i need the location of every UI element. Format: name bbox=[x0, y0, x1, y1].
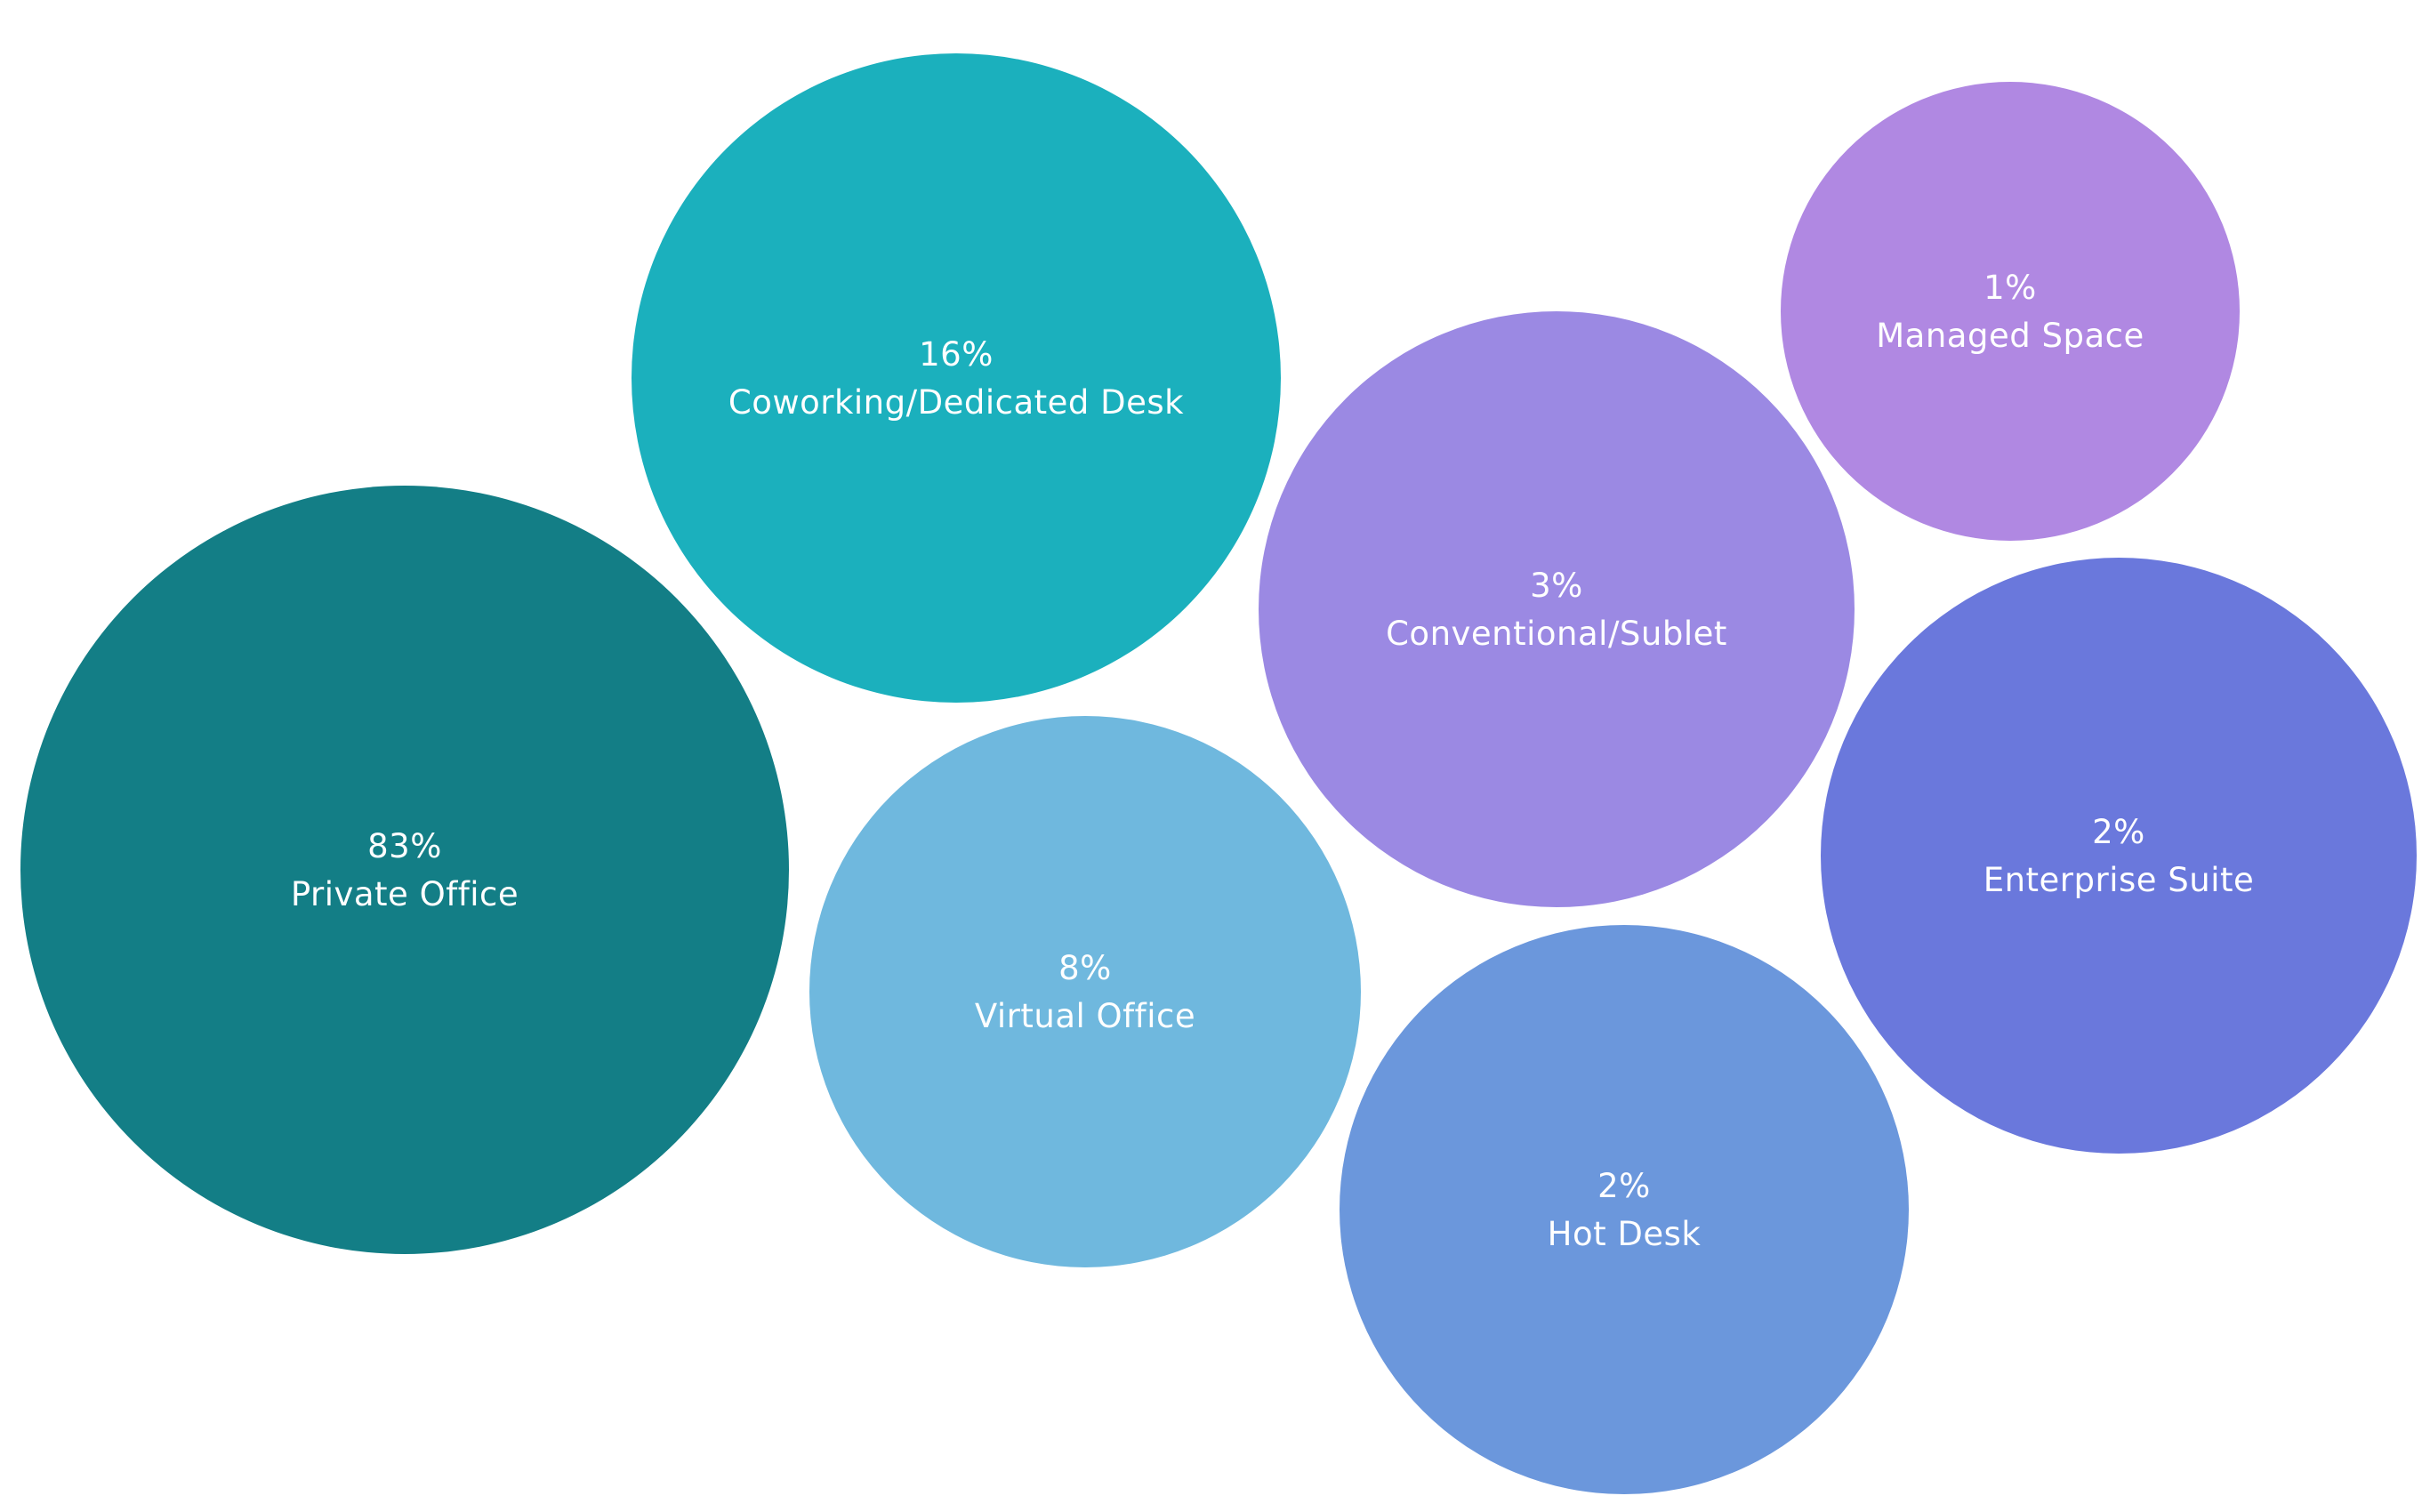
bubble-category-label: Virtual Office bbox=[975, 997, 1195, 1035]
bubble-circle bbox=[809, 716, 1361, 1267]
bubble-category-label: Private Office bbox=[291, 875, 519, 913]
bubble-managed-space: 1% Managed Space bbox=[1781, 82, 2240, 541]
bubble-category-label: Conventional/Sublet bbox=[1386, 615, 1727, 653]
bubble-category-label: Coworking/Dedicated Desk bbox=[728, 383, 1184, 422]
bubble-circle bbox=[1821, 558, 2417, 1154]
bubble-value-label: 2% bbox=[1597, 1167, 1651, 1205]
bubble-value-label: 16% bbox=[919, 335, 994, 374]
bubble-circle bbox=[1259, 311, 1855, 907]
bubble-category-label: Enterprise Suite bbox=[1983, 861, 2255, 899]
bubble-category-label: Hot Desk bbox=[1548, 1215, 1702, 1253]
bubble-value-label: 83% bbox=[367, 827, 442, 865]
bubble-circle bbox=[1340, 925, 1909, 1494]
bubble-virtual-office: 8% Virtual Office bbox=[809, 716, 1361, 1267]
bubble-coworking-dedicated-desk: 16% Coworking/Dedicated Desk bbox=[632, 53, 1281, 703]
bubble-category-label: Managed Space bbox=[1876, 317, 2144, 355]
bubble-conventional-sublet: 3% Conventional/Sublet bbox=[1259, 311, 1855, 907]
bubble-enterprise-suite: 2% Enterprise Suite bbox=[1821, 558, 2417, 1154]
bubble-circle bbox=[632, 53, 1281, 703]
bubble-value-label: 2% bbox=[2092, 813, 2145, 851]
bubble-private-office: 83% Private Office bbox=[20, 486, 789, 1254]
bubble-value-label: 3% bbox=[1530, 567, 1583, 605]
bubble-value-label: 1% bbox=[1983, 269, 2037, 307]
bubble-value-label: 8% bbox=[1058, 949, 1112, 987]
bubble-circle bbox=[20, 486, 789, 1254]
bubble-hot-desk: 2% Hot Desk bbox=[1340, 925, 1909, 1494]
bubble-circle bbox=[1781, 82, 2240, 541]
